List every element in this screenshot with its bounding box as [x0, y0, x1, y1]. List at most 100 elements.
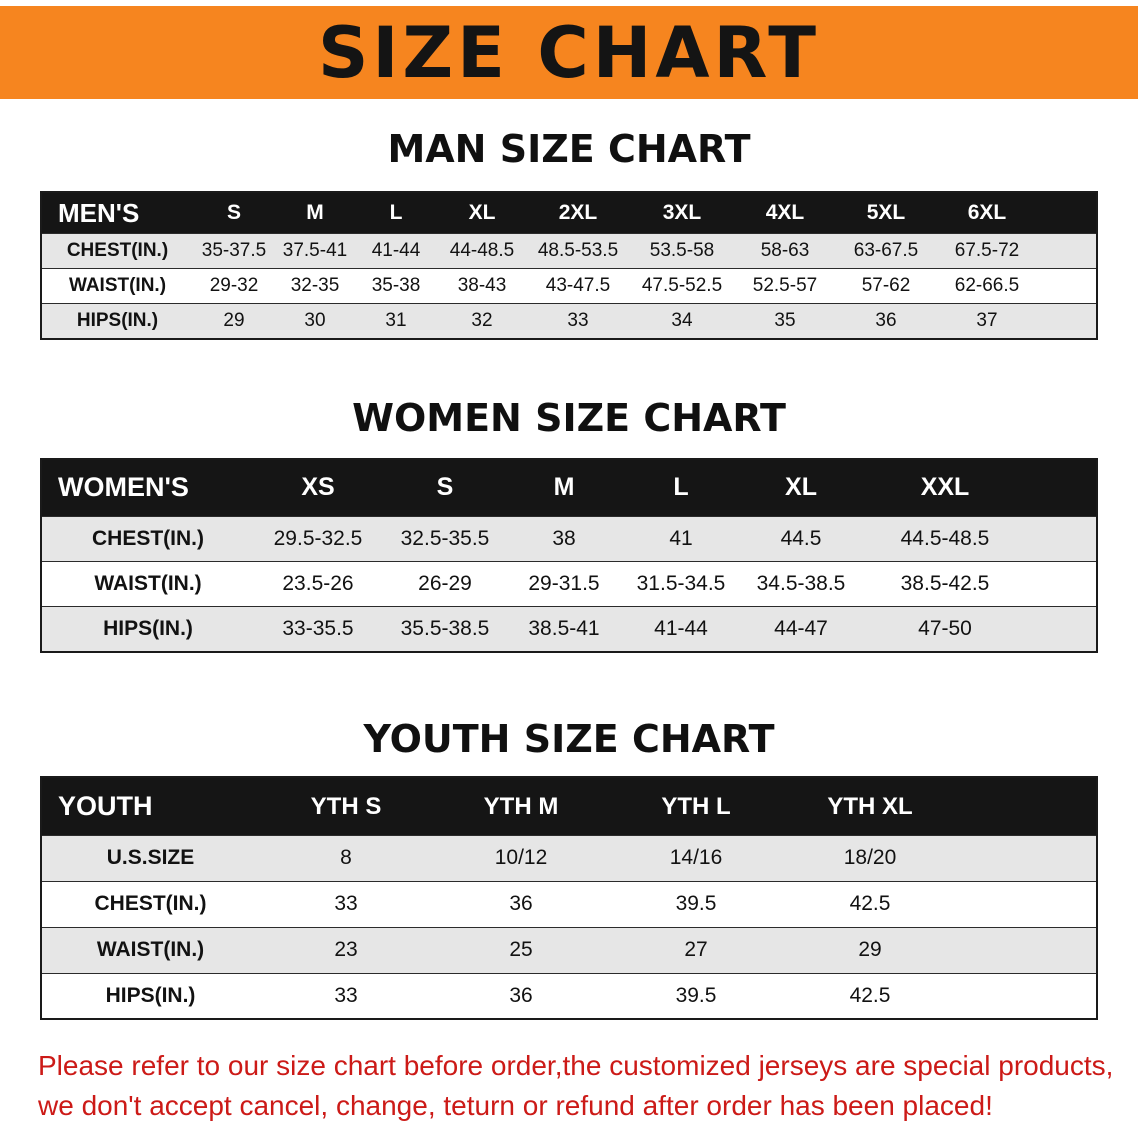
table-header-row: WOMEN'S XS S M L XL XXL [41, 458, 1097, 517]
size-value-cell: 42.5 [783, 880, 1097, 928]
size-value-cell: 44.5-48.5 [860, 516, 1097, 563]
measurement-label: CHEST(IN.) [41, 233, 193, 270]
size-value-cell: 38 [508, 516, 620, 563]
table-row: CHEST(IN.) 29.5-32.5 32.5-35.5 38 41 44.5 44.5… [41, 516, 1097, 563]
size-value-cell: 63-67.5 [835, 233, 937, 270]
table-title-cell: YOUTH [41, 777, 259, 836]
man-size-heading: MAN SIZE CHART [387, 127, 751, 171]
size-value-cell: 41-44 [355, 233, 437, 270]
table-row: CHEST(IN.) 33 36 39.5 42.5 [41, 880, 1097, 928]
size-value-cell: 62-66.5 [937, 268, 1097, 305]
size-value-cell: 37.5-41 [275, 233, 355, 270]
size-value-cell: 29-31.5 [508, 561, 620, 608]
table-title-cell: MEN'S [41, 191, 193, 234]
size-value-cell: 67.5-72 [937, 233, 1097, 270]
measurement-label: HIPS(IN.) [41, 303, 193, 340]
size-value-cell: 8 [259, 834, 433, 882]
size-column-header: XL [742, 458, 860, 517]
women-size-table: WOMEN'S XS S M L XL XXL CHEST(IN.) 29.5-32.5 32.5… [40, 457, 1098, 653]
size-value-cell: 32 [437, 303, 527, 340]
measurement-label: WAIST(IN.) [41, 926, 259, 974]
size-value-cell: 36 [835, 303, 937, 340]
size-value-cell: 38.5-41 [508, 606, 620, 653]
size-value-cell: 29 [193, 303, 275, 340]
disclaimer-line-1: Please refer to our size chart before or… [38, 1050, 1114, 1082]
size-value-cell: 58-63 [735, 233, 835, 270]
size-column-header: XL [437, 191, 527, 234]
size-value-cell: 25 [433, 926, 609, 974]
size-value-cell: 14/16 [609, 834, 783, 882]
size-column-header: YTH S [259, 777, 433, 836]
size-value-cell: 37 [937, 303, 1097, 340]
size-value-cell: 35-38 [355, 268, 437, 305]
measurement-label: HIPS(IN.) [41, 606, 254, 653]
youth-size-heading: YOUTH SIZE CHART [363, 716, 775, 761]
size-column-header: L [620, 458, 742, 517]
measurement-label: HIPS(IN.) [41, 972, 259, 1020]
size-value-cell: 38.5-42.5 [860, 561, 1097, 608]
size-value-cell: 33 [527, 303, 629, 340]
size-value-cell: 33-35.5 [254, 606, 382, 653]
table-row: HIPS(IN.) 29 30 31 32 33 34 35 36 37 [41, 303, 1097, 340]
size-column-header: YTH L [609, 777, 783, 836]
size-value-cell: 36 [433, 880, 609, 928]
man-size-section: MAN SIZE CHART MEN'S S M L XL 2XL 3XL 4XL 5XL 6XL… [0, 127, 1138, 340]
table-header-row: MEN'S S M L XL 2XL 3XL 4XL 5XL 6XL [41, 191, 1097, 234]
size-column-header: XXL [860, 458, 1097, 517]
table-row: U.S.SIZE 8 10/12 14/16 18/20 [41, 834, 1097, 882]
size-column-header: M [508, 458, 620, 517]
size-value-cell: 53.5-58 [629, 233, 735, 270]
size-value-cell: 57-62 [835, 268, 937, 305]
man-size-table: MEN'S S M L XL 2XL 3XL 4XL 5XL 6XL CHEST(IN.) 35-37… [40, 190, 1098, 340]
table-row: WAIST(IN.) 23 25 27 29 [41, 926, 1097, 974]
size-column-header: YTH M [433, 777, 609, 836]
size-value-cell: 33 [259, 880, 433, 928]
size-column-header: 6XL [937, 191, 1097, 234]
size-value-cell: 44.5 [742, 516, 860, 563]
page-title: SIZE CHART [317, 11, 821, 94]
women-size-section: WOMEN SIZE CHART WOMEN'S XS S M L XL XXL CHEST(… [0, 397, 1138, 653]
size-value-cell: 27 [609, 926, 783, 974]
size-value-cell: 23.5-26 [254, 561, 382, 608]
disclaimer: Please refer to our size chart before or… [38, 1046, 1114, 1126]
table-row: WAIST(IN.) 29-32 32-35 35-38 38-43 43-47.5 47.… [41, 268, 1097, 305]
measurement-label: CHEST(IN.) [41, 880, 259, 928]
size-value-cell: 10/12 [433, 834, 609, 882]
size-value-cell: 39.5 [609, 880, 783, 928]
size-value-cell: 47-50 [860, 606, 1097, 653]
size-value-cell: 34.5-38.5 [742, 561, 860, 608]
size-value-cell: 34 [629, 303, 735, 340]
youth-size-section: YOUTH SIZE CHART YOUTH YTH S YTH M YTH L YTH… [0, 716, 1138, 1021]
disclaimer-line-2: we don't accept cancel, change, teturn o… [38, 1090, 993, 1122]
size-value-cell: 29-32 [193, 268, 275, 305]
size-value-cell: 18/20 [783, 834, 1097, 882]
size-value-cell: 36 [433, 972, 609, 1020]
size-value-cell: 43-47.5 [527, 268, 629, 305]
size-value-cell: 38-43 [437, 268, 527, 305]
size-value-cell: 44-48.5 [437, 233, 527, 270]
size-value-cell: 42.5 [783, 972, 1097, 1020]
size-column-header: M [275, 191, 355, 234]
measurement-label: WAIST(IN.) [41, 561, 254, 608]
size-value-cell: 48.5-53.5 [527, 233, 629, 270]
size-value-cell: 41 [620, 516, 742, 563]
size-column-header: 4XL [735, 191, 835, 234]
size-value-cell: 35.5-38.5 [382, 606, 508, 653]
size-value-cell: 44-47 [742, 606, 860, 653]
size-column-header: S [382, 458, 508, 517]
size-column-header: YTH XL [783, 777, 1097, 836]
size-value-cell: 31 [355, 303, 437, 340]
size-column-header: 3XL [629, 191, 735, 234]
table-row: CHEST(IN.) 35-37.5 37.5-41 41-44 44-48.5 48.5… [41, 233, 1097, 270]
table-header-row: YOUTH YTH S YTH M YTH L YTH XL [41, 777, 1097, 836]
size-value-cell: 23 [259, 926, 433, 974]
table-row: HIPS(IN.) 33-35.5 35.5-38.5 38.5-41 41-44 44-… [41, 606, 1097, 653]
size-value-cell: 52.5-57 [735, 268, 835, 305]
size-value-cell: 39.5 [609, 972, 783, 1020]
size-value-cell: 41-44 [620, 606, 742, 653]
youth-size-table: YOUTH YTH S YTH M YTH L YTH XL U.S.SIZE 8 10/12… [40, 776, 1098, 1021]
size-value-cell: 47.5-52.5 [629, 268, 735, 305]
size-column-header: S [193, 191, 275, 234]
size-column-header: L [355, 191, 437, 234]
size-value-cell: 35 [735, 303, 835, 340]
